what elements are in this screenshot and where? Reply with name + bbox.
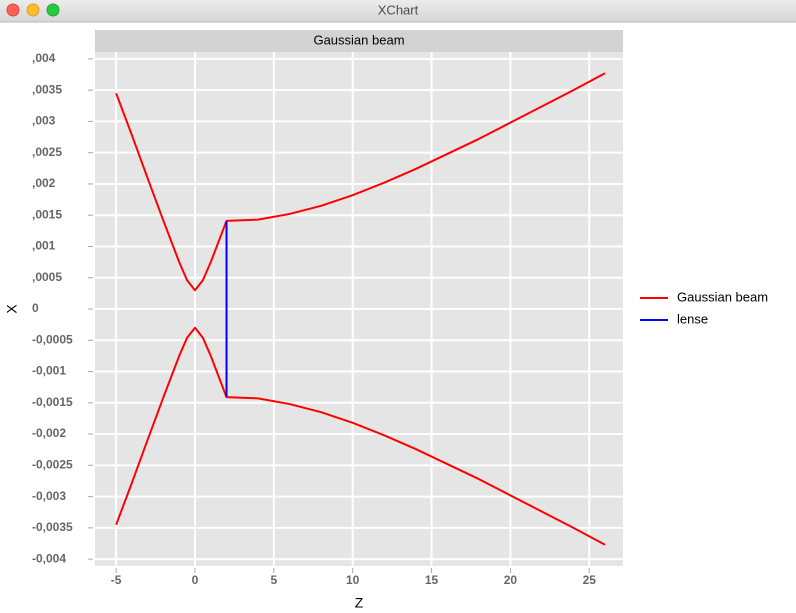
y-tick-label: -0,001 xyxy=(32,364,66,378)
window-title: XChart xyxy=(378,2,419,17)
y-tick-label: ,001 xyxy=(32,239,56,253)
x-tick-label: 5 xyxy=(270,573,277,587)
chart-title: Gaussian beam xyxy=(313,32,404,47)
y-tick-label: -0,002 xyxy=(32,426,66,440)
y-tick-label: ,0025 xyxy=(32,145,62,159)
legend-label: lense xyxy=(677,311,708,326)
y-tick-label: ,002 xyxy=(32,176,56,190)
minimize-button[interactable] xyxy=(26,3,40,17)
y-tick-label: -0,0035 xyxy=(32,520,73,534)
x-tick-label: 25 xyxy=(583,573,597,587)
y-tick-label: -0,004 xyxy=(32,551,66,565)
chart-title-box xyxy=(95,30,623,52)
x-tick-label: 10 xyxy=(346,573,360,587)
y-tick-label: -0,0005 xyxy=(32,332,73,346)
y-tick-label: ,0015 xyxy=(32,207,62,221)
x-tick-label: 0 xyxy=(192,573,199,587)
legend: Gaussian beam lense xyxy=(640,289,768,326)
zoom-button[interactable] xyxy=(46,3,60,17)
series-line xyxy=(115,72,606,546)
title-bar xyxy=(0,0,796,22)
legend-label: Gaussian beam xyxy=(677,289,768,304)
y-tick-label: ,0035 xyxy=(32,82,62,96)
y-tick-label: 0 xyxy=(32,301,39,315)
x-axis-title: Z xyxy=(355,595,364,611)
y-tick-label: ,004 xyxy=(32,51,56,65)
y-tick-label: -0,0015 xyxy=(32,395,73,409)
grid: ,004 ,0035 ,003 ,0025 ,002 ,0015 ,001 ,0005 0 -0,… xyxy=(32,51,623,587)
close-button[interactable] xyxy=(6,3,20,17)
y-tick-label: ,003 xyxy=(32,114,56,128)
x-tick-label: 15 xyxy=(425,573,439,587)
x-tick-label: -5 xyxy=(111,573,122,587)
y-tick-label: -0,0025 xyxy=(32,457,73,471)
y-tick-label: ,0005 xyxy=(32,270,62,284)
y-axis-title: X xyxy=(4,304,20,314)
y-tick-label: -0,003 xyxy=(32,489,66,503)
marks xyxy=(115,72,606,546)
x-tick-label: 20 xyxy=(504,573,518,587)
